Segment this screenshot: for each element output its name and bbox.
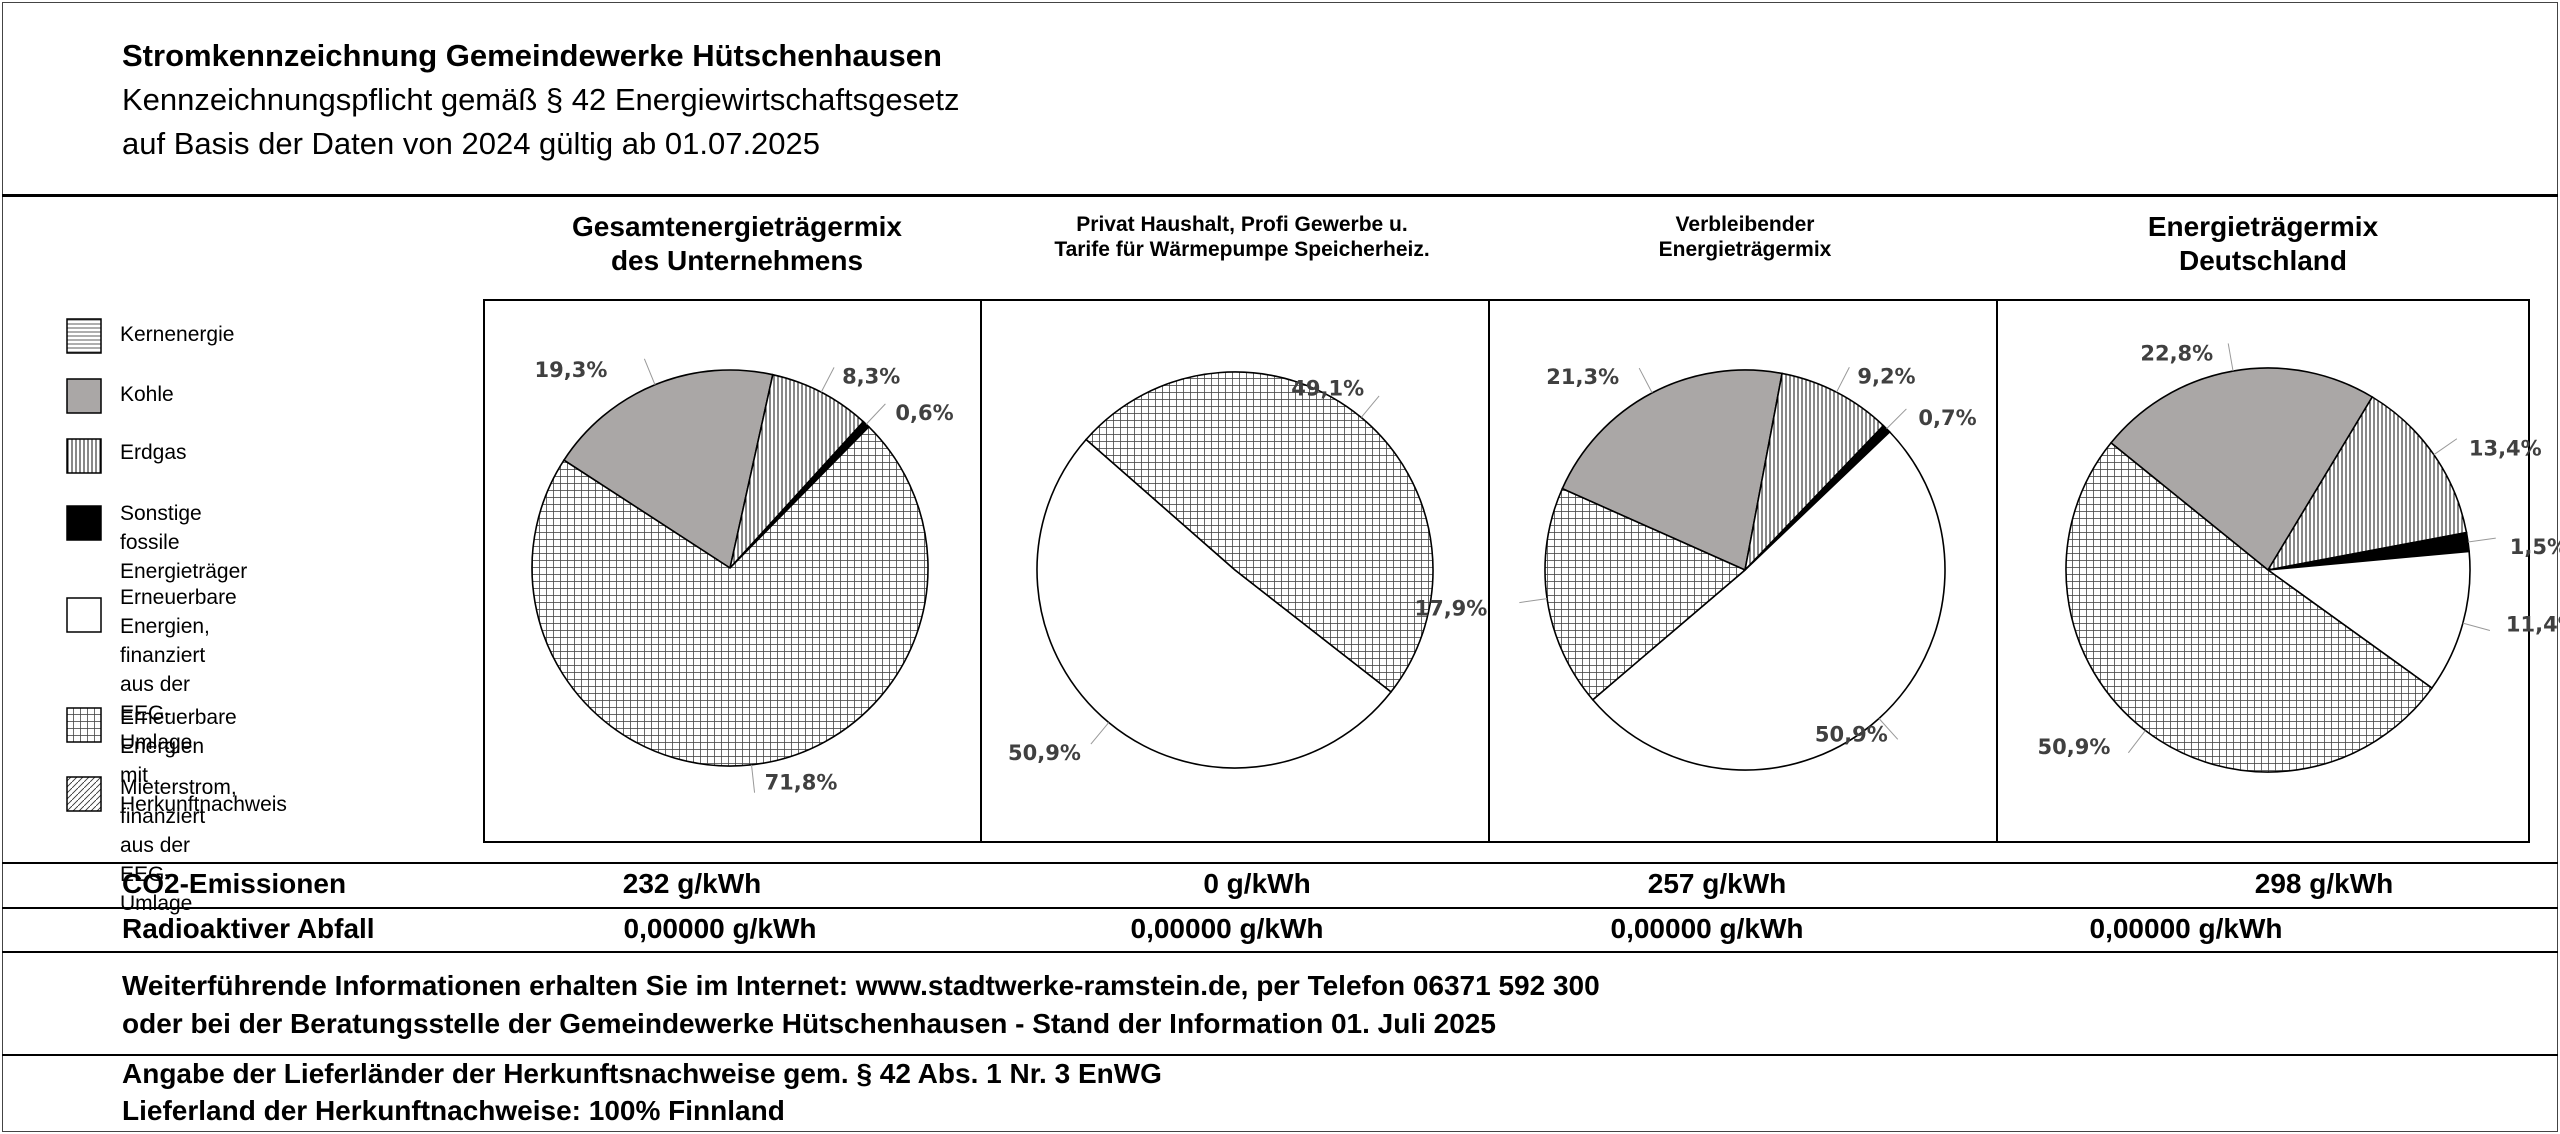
legend-swatch-kernenergie: [66, 318, 102, 354]
pie-slice-eeg: [1591, 430, 1946, 771]
waste-value-privat: 0,00000 g/kWh: [1130, 913, 1324, 944]
country-line-2: Lieferland der Herkunftnachweise: 100% F…: [122, 1095, 785, 1126]
pie-leader-line: [865, 403, 886, 425]
info-divider: [2, 951, 2558, 953]
pie-label-hkn: 50,9%: [2038, 735, 2111, 759]
pie-label-eeg: 50,9%: [1815, 722, 1888, 746]
chart-title-deutschland: Energieträgermix Deutschland: [2147, 211, 2379, 276]
co2-value-verbleibend: 257 g/kWh: [1647, 868, 1787, 899]
pie-label-erdgas: 8,3%: [842, 364, 900, 388]
info-line-2: oder bei der Beratungsstelle der Gemeind…: [122, 1008, 1496, 1039]
legend-label-hkn: Erneuerbare Energien mit Herkunftnachwei…: [120, 706, 287, 816]
pie-leader-line: [1886, 408, 1907, 430]
legend-label-sonstige: Sonstige fossile Energieträger: [120, 502, 248, 583]
waste-label: Radioaktiver Abfall: [122, 913, 375, 944]
co2-value-deutschland: 298 g/kWh: [2254, 868, 2394, 899]
legend-swatch-kohle: [66, 378, 102, 414]
legend-label-eeg: Erneuerbare Energien, finanziert aus der…: [120, 586, 237, 754]
pie-slice-eeg: [1036, 438, 1393, 769]
co2-label: CO2-Emissionen: [122, 868, 347, 899]
pie-leader-line: [1638, 367, 1653, 394]
pie-label-eeg: 11,4%: [2506, 612, 2560, 636]
chart-title-verbleibend: Verbleibender Energieträgermix: [1658, 213, 1832, 262]
pie-leader-line: [1878, 718, 1899, 740]
pie-slice-erdgas: [728, 373, 865, 571]
country-divider: [2, 1054, 2558, 1056]
chart-panel-deutschland: [1996, 299, 2530, 843]
waste-value-gesamt: 0,00000 g/kWh: [623, 913, 817, 944]
legend-swatch-hkn: [66, 707, 102, 743]
legend-swatch-mieter: [66, 776, 102, 812]
pie-slice-eeg: [2265, 550, 2471, 690]
pie-leader-line: [1519, 598, 1548, 604]
legend-swatch-sonstige: [66, 505, 102, 541]
legend-label-kernenergie: Kernenergie: [120, 323, 235, 346]
legend-label-erdgas: Erdgas: [120, 441, 187, 464]
pie-leader-line: [2227, 343, 2234, 372]
waste-divider: [2, 907, 2558, 909]
pie-leader-line: [2433, 438, 2458, 456]
pie-label-kohle: 21,3%: [1546, 365, 1619, 389]
pie-label-kohle: 22,8%: [2140, 341, 2213, 365]
co2-divider: [2, 862, 2558, 864]
pie-label-sonstige: 0,6%: [895, 401, 953, 425]
pie-leader-line: [751, 764, 756, 793]
pie-leader-line: [2467, 537, 2496, 543]
pie-slice-hkn: [531, 425, 929, 767]
pie-label-erdgas: 13,4%: [2469, 437, 2542, 461]
pie-slice-kohle: [2109, 367, 2374, 572]
waste-value-verbleibend: 0,00000 g/kWh: [1610, 913, 1804, 944]
pie-leader-line: [2127, 730, 2146, 754]
waste-value-deutschland: 0,00000 g/kWh: [2089, 913, 2283, 944]
pie-label-eeg: 50,9%: [1008, 741, 1081, 765]
page-title: Stromkennzeichnung Gemeindewerke Hütsche…: [122, 38, 942, 73]
pie-slice-kohle: [1561, 369, 1783, 572]
legend-swatch-eeg: [66, 597, 102, 633]
pie-leader-line: [1360, 395, 1380, 418]
legend-label-kohle: Kohle: [120, 383, 174, 406]
pie-slice-erdgas: [2266, 395, 2468, 572]
country-line-1: Angabe der Lieferländer der Herkunftsnac…: [122, 1058, 1162, 1089]
pie-chart-deutschland: 22,8% 13,4% 1,5% 11,4% 50,9%: [2038, 341, 2560, 773]
legend-swatch-erdgas: [66, 438, 102, 474]
pie-label-hkn: 17,9%: [1414, 597, 1487, 621]
pie-label-kohle: 19,3%: [535, 358, 608, 382]
pie-label-sonstige: 1,5%: [2510, 535, 2560, 559]
info-line-1: Weiterführende Informationen erhalten Si…: [122, 970, 1600, 1001]
pie-slice-kohle: [562, 369, 774, 570]
pie-label-erdgas: 9,2%: [1857, 364, 1915, 388]
chart-title-gesamt: Gesamtenergieträgermix des Unternehmens: [572, 211, 902, 276]
pie-leader-line: [820, 367, 835, 393]
page-subtitle-law: Kennzeichnungspflicht gemäß § 42 Energie…: [122, 82, 960, 117]
co2-value-privat: 0 g/kWh: [1203, 868, 1311, 899]
pie-chart-gesamt: 19,3% 8,3% 0,6% 71,8%: [531, 358, 954, 795]
chart-title-privat: Privat Haushalt, Profi Gewerbe u. Tarife…: [1054, 213, 1430, 262]
pie-label-hkn: 49,1%: [1291, 376, 1364, 400]
pie-label-sonstige: 0,7%: [1918, 406, 1976, 430]
legend-label-mieter: Mieterstrom, finanziert aus der EEG-Umla…: [120, 776, 237, 915]
pie-leader-line: [1090, 722, 1110, 745]
pie-chart-verbleibend: 21,3% 9,2%0,7% 50,9% 17,9%: [1414, 364, 1977, 771]
header-divider: [2, 194, 2558, 197]
page-subtitle-basis: auf Basis der Daten von 2024 gültig ab 0…: [122, 126, 821, 161]
pie-label-hkn: 71,8%: [765, 771, 838, 795]
pie-slice-hkn: [2065, 441, 2434, 773]
pie-leader-line: [1836, 367, 1850, 393]
pie-leader-line: [2462, 622, 2491, 631]
co2-value-gesamt: 232 g/kWh: [622, 868, 762, 899]
pie-leader-line: [643, 358, 656, 385]
pie-chart-privat: 50,9% 49,1%: [1008, 371, 1434, 769]
